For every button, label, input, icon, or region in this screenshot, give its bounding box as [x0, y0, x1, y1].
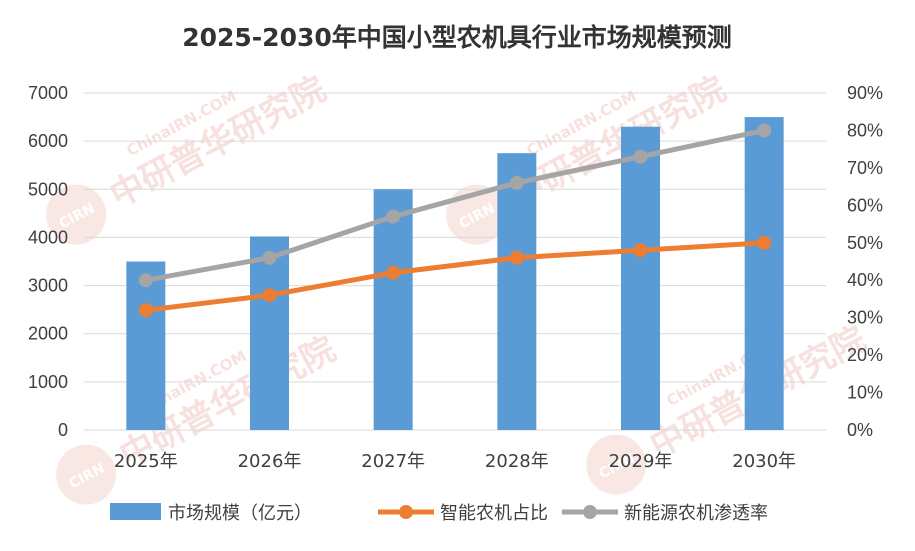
x-axis-ticks: 2025年 2026年 2027年 2028年 2029年 2030年: [114, 451, 796, 472]
bar: [126, 261, 166, 430]
x-axis-tick-label: 2030年: [732, 451, 796, 472]
left-axis-tick-label: 7000: [28, 83, 68, 103]
right-axis-tick-label: 90%: [847, 83, 883, 103]
bar: [621, 126, 660, 430]
right-axis-tick-label: 30%: [847, 308, 883, 328]
watermark-logo-circle: [586, 434, 647, 495]
gridlines: [84, 92, 826, 431]
legend-marker: [399, 505, 413, 519]
series-point: [757, 123, 772, 138]
watermark-logo-circle: [46, 184, 107, 245]
legend-label: 新能源农机渗透率: [624, 503, 768, 524]
series-point: [262, 250, 277, 265]
legend-label: 市场规模（亿元）: [168, 503, 312, 524]
left-axis-tick-label: 0: [58, 420, 68, 440]
right-axis-tick-label: 0%: [847, 420, 873, 440]
bar-series: [126, 117, 784, 431]
right-axis-tick-label: 40%: [847, 270, 883, 290]
right-axis-tick-label: 50%: [847, 233, 883, 253]
series-point: [262, 288, 277, 303]
series-point: [138, 273, 153, 288]
x-axis-tick-label: 2029年: [609, 451, 673, 472]
bar: [744, 117, 784, 431]
series-point: [386, 209, 401, 224]
x-axis-tick-label: 2025年: [114, 451, 178, 472]
legend-marker: [583, 505, 597, 519]
legend: 市场规模（亿元） 智能农机占比 新能源农机渗透率: [110, 503, 768, 524]
left-axis-tick-label: 5000: [28, 179, 68, 199]
x-axis-tick-label: 2028年: [485, 451, 549, 472]
left-axis-tick-label: 6000: [28, 131, 68, 151]
left-axis-ticks: 0 1000 2000 3000 4000 5000 6000 7000: [28, 83, 68, 440]
bar: [373, 189, 413, 430]
right-axis-tick-label: 80%: [847, 120, 883, 140]
series-point: [138, 303, 153, 318]
series-point: [386, 265, 401, 280]
watermark-logo-circle: [56, 444, 117, 505]
right-axis-tick-label: 70%: [847, 158, 883, 178]
x-axis-tick-label: 2027年: [361, 451, 425, 472]
series-point: [509, 250, 524, 265]
series-point: [757, 235, 772, 250]
left-axis-tick-label: 4000: [28, 227, 68, 247]
series-line: [143, 127, 767, 283]
x-axis-tick-label: 2026年: [238, 451, 302, 472]
legend-label: 智能农机占比: [440, 503, 548, 524]
right-axis-tick-label: 20%: [847, 345, 883, 365]
legend-swatch: [110, 503, 161, 520]
right-axis-tick-label: 60%: [847, 195, 883, 215]
series-point: [633, 243, 648, 258]
series-point: [509, 175, 524, 190]
left-axis-tick-label: 3000: [28, 276, 68, 296]
bar: [250, 236, 289, 430]
left-axis-tick-label: 1000: [28, 372, 68, 392]
right-axis-ticks: 0% 10% 20% 30% 40% 50% 60% 70% 80% 90%: [847, 83, 883, 440]
series-point: [633, 149, 648, 164]
bar: [497, 153, 537, 430]
right-axis-tick-label: 10%: [847, 383, 883, 403]
line-series: [138, 123, 772, 318]
left-axis-tick-label: 2000: [28, 324, 68, 344]
chart-title: 2025-2030年中国小型农机具行业市场规模预测: [182, 23, 732, 52]
series-line: [143, 240, 767, 313]
